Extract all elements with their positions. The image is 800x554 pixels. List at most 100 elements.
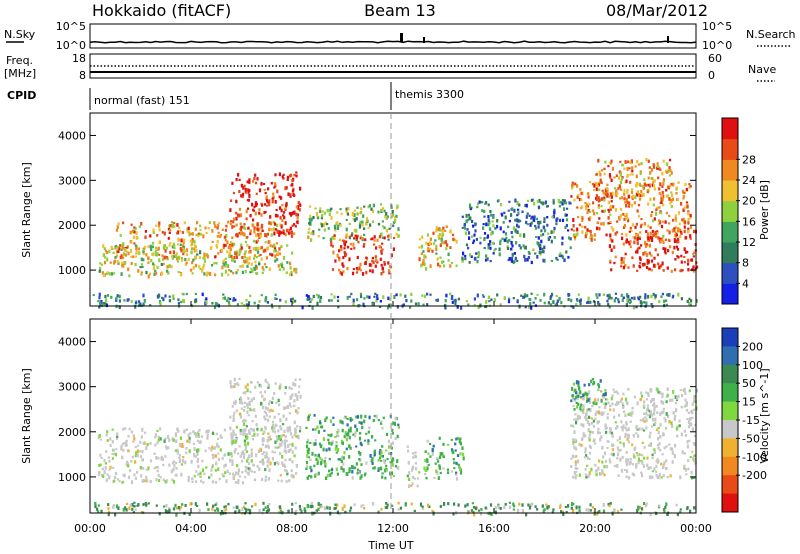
heatmap-cell [234,510,237,514]
heatmap-cell [508,505,511,509]
heatmap-cell [272,220,275,224]
heatmap-cell [282,464,285,467]
heatmap-cell [632,236,635,239]
heatmap-cell [629,173,632,176]
heatmap-cell [157,435,160,440]
heatmap-cell [335,467,338,472]
heatmap-cell [249,380,252,384]
heatmap-cell [211,302,214,305]
heatmap-cell [196,439,200,442]
heatmap-cell [234,448,237,451]
heatmap-cell [610,268,613,272]
heatmap-cell [675,503,678,507]
heatmap-cell [612,227,615,232]
heatmap-cell [319,425,322,429]
heatmap-cell [298,504,301,508]
heatmap-cell [514,198,517,203]
heatmap-cell [610,159,613,163]
heatmap-cell [255,181,258,185]
heatmap-cell [412,475,415,479]
heatmap-cell [203,256,206,260]
heatmap-cell [197,448,200,452]
heatmap-cell [277,429,280,433]
heatmap-cell [309,214,312,218]
heatmap-cell [285,449,288,454]
heatmap-cell [434,462,437,465]
colorbar-swatch [722,438,738,458]
heatmap-cell [606,440,609,443]
heatmap-cell [193,265,196,268]
heatmap-cell [657,459,660,463]
heatmap-cell [145,446,148,450]
heatmap-cell [268,227,271,232]
heatmap-cell [330,469,333,472]
heatmap-cell [620,397,623,401]
heatmap-cell [657,236,660,240]
heatmap-cell [567,229,570,232]
heatmap-cell [481,294,485,297]
heatmap-cell [413,477,416,480]
heatmap-cell [291,189,295,193]
heatmap-cell [673,238,676,242]
heatmap-cell [173,225,176,228]
heatmap-cell [113,479,116,483]
heatmap-cell [112,448,115,452]
heatmap-cell [196,448,199,453]
heatmap-cell [248,194,251,198]
heatmap-cell [342,469,345,473]
heatmap-cell [333,224,336,228]
heatmap-cell [334,229,337,232]
heatmap-cell [174,433,177,438]
colorbar-swatch [722,242,738,264]
heatmap-cell [667,169,670,173]
heatmap-cell [573,440,576,444]
heatmap-cell [511,207,514,211]
heatmap-cell [653,450,656,454]
heatmap-cell [439,452,442,456]
heatmap-cell [329,237,332,242]
heatmap-cell [288,402,291,407]
heatmap-cell [643,446,646,449]
heatmap-cell [211,463,215,467]
heatmap-cell [266,301,269,304]
heatmap-cell [243,223,246,226]
heatmap-cell [270,227,273,232]
heatmap-cell [183,238,186,243]
heatmap-cell [262,463,265,466]
heatmap-cell [435,247,438,252]
heatmap-cell [155,504,158,507]
heatmap-cell [154,271,158,276]
nsky-tick-top: 10^5 [56,20,86,33]
heatmap-cell [284,233,287,237]
heatmap-cell [592,419,595,423]
heatmap-cell [143,298,146,303]
heatmap-cell [523,293,526,296]
heatmap-cell [593,398,597,402]
heatmap-cell [287,231,291,235]
heatmap-cell [248,178,251,183]
heatmap-cell [418,246,421,249]
heatmap-cell [689,234,692,238]
heatmap-cell [596,221,599,225]
heatmap-cell [345,232,348,237]
heatmap-cell [589,503,592,507]
heatmap-cell [106,257,109,262]
heatmap-cell [580,437,584,441]
heatmap-cell [337,305,340,309]
heatmap-cell [651,181,654,185]
heatmap-cell [357,450,361,455]
heatmap-cell [261,394,264,398]
heatmap-cell [372,260,375,265]
heatmap-cell [457,503,460,507]
heatmap-cell [243,401,246,404]
heatmap-cell [113,475,117,479]
heatmap-cell [185,261,188,265]
heatmap-cell [543,292,546,297]
heatmap-cell [138,225,141,228]
heatmap-cell [610,431,613,435]
heatmap-cell [441,241,444,245]
heatmap-cell [266,201,269,204]
heatmap-cell [172,438,175,443]
heatmap-cell [542,201,545,205]
heatmap-cell [230,220,233,223]
